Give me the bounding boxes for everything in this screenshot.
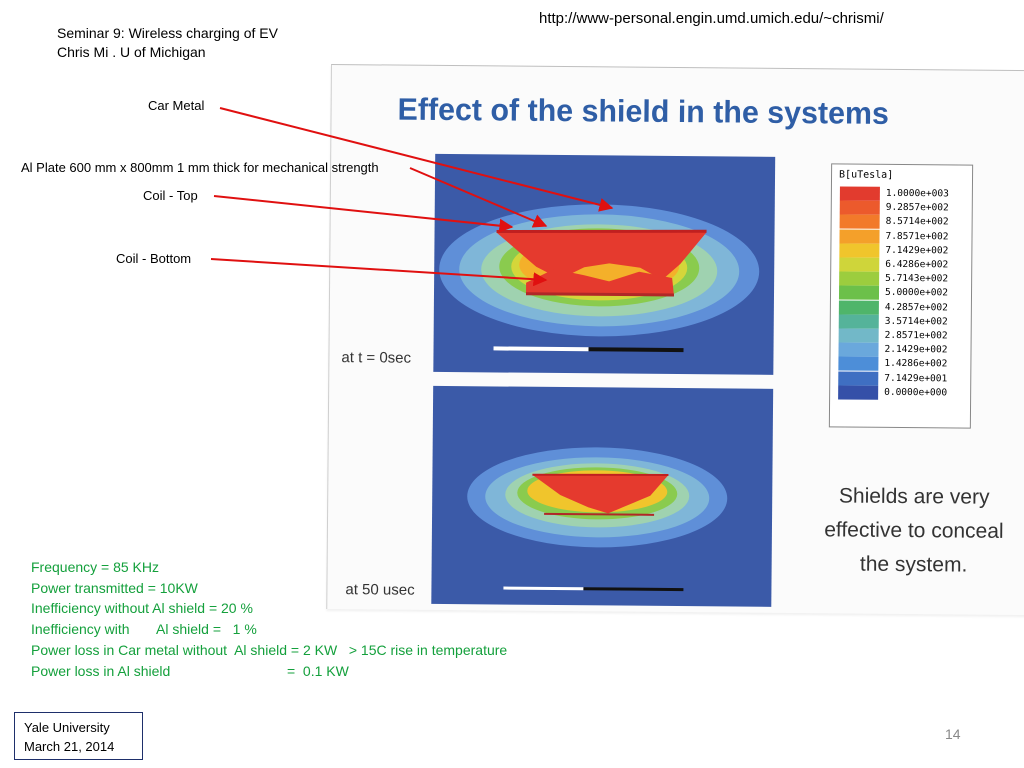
arrow-car-metal <box>219 107 614 212</box>
spec-inefficiency-without: Inefficiency without Al shield = 20 % <box>31 600 253 617</box>
arrow-coil-bottom <box>210 258 548 287</box>
seminar-title: Seminar 9: Wireless charging of EV <box>57 25 278 41</box>
field-plot-t50-graphic <box>467 447 728 592</box>
arrow-al-plate <box>409 167 548 228</box>
field-plot-t50 <box>431 385 774 607</box>
footer-date: March 21, 2014 <box>24 739 115 754</box>
label-coil-top: Coil - Top <box>143 188 198 203</box>
spec-loss-car-metal: Power loss in Car metal without Al shiel… <box>31 641 508 658</box>
label-al-plate: Al Plate 600 mm x 800mm 1 mm thick for m… <box>21 160 379 175</box>
specs-list: Frequency = 85 KHz Power transmitted = 10… <box>31 557 507 681</box>
field-plot-t0-graphic <box>439 204 760 353</box>
spec-loss-shield: Power loss in Al shield = 0.1 KW <box>31 662 349 679</box>
author-line: Chris Mi . U of Michigan <box>57 44 206 60</box>
field-plot-t0 <box>433 153 776 375</box>
page-number: 14 <box>945 726 961 742</box>
footer-institution: Yale University <box>24 720 110 735</box>
scanned-slide: Effect of the shield in the systems at t… <box>326 64 1024 616</box>
footer-box: Yale University March 21, 2014 <box>14 712 143 760</box>
seminar-header: Seminar 9: Wireless charging of EV Chris… <box>57 24 278 62</box>
spec-frequency: Frequency = 85 KHz <box>31 559 160 575</box>
spec-power: Power transmitted = 10KW <box>31 579 198 596</box>
spec-inefficiency-with: Inefficiency with Al shield = 1 % <box>31 621 257 638</box>
source-url: http://www-personal.engin.umd.umich.edu/… <box>539 10 884 27</box>
label-coil-bottom: Coil - Bottom <box>116 251 192 266</box>
arrow-coil-top <box>213 195 514 233</box>
label-car-metal: Car Metal <box>148 98 205 113</box>
